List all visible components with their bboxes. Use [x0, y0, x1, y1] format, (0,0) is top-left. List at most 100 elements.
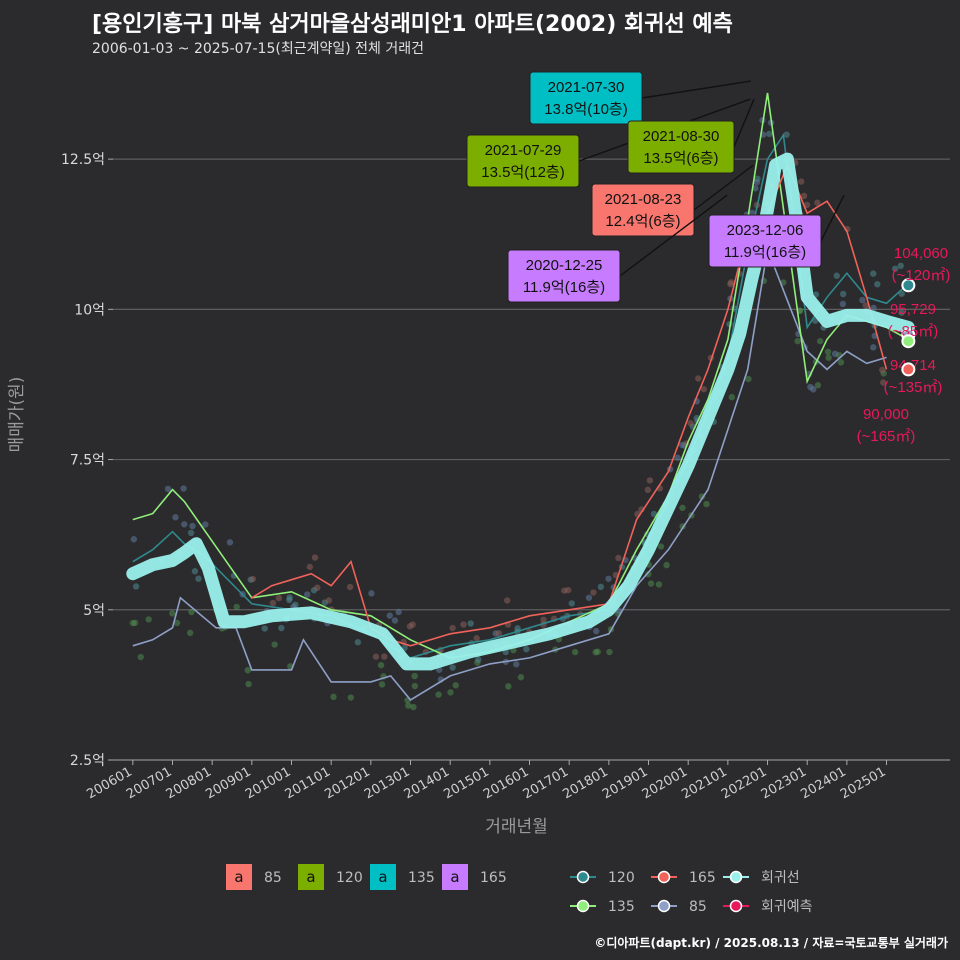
transaction-point [831, 350, 839, 358]
legend-point-key [657, 870, 671, 884]
transaction-point [859, 296, 866, 304]
legend-label-85: 85 [264, 870, 282, 886]
transaction-point [646, 477, 654, 484]
transaction-point [814, 382, 822, 389]
transaction-point [195, 575, 202, 582]
transaction-point [132, 583, 140, 590]
callout-leader [693, 164, 754, 211]
transaction-point [674, 454, 681, 461]
transaction-point [585, 594, 593, 601]
forecast-area: (~85㎡) [888, 323, 938, 340]
transaction-point [898, 290, 905, 297]
callout-box [591, 183, 695, 237]
transaction-point [513, 661, 520, 668]
transaction-point [368, 590, 375, 597]
chart-title: [용인기흥구] 마북 삼거마을삼성래미안1 아파트(2002) 회귀선 예측 [92, 12, 733, 37]
transaction-point [503, 597, 511, 604]
legend-point-key [576, 899, 590, 913]
transaction-point [590, 589, 597, 596]
transaction-point [449, 624, 456, 632]
callout-box [507, 249, 621, 303]
transaction-point [870, 304, 877, 312]
series-line-85 [132, 246, 887, 701]
transaction-point [130, 536, 138, 543]
transaction-point [372, 653, 380, 660]
transaction-point [467, 620, 474, 627]
transaction-point [655, 581, 663, 588]
transaction-point [449, 664, 456, 671]
callout-annotations: 2021-07-30 13.8억(10층) 2021-07-29 13.5억(12층)… [466, 71, 845, 303]
callout-date: 2021-07-30 [548, 79, 625, 96]
transaction-point [391, 617, 399, 624]
forecast-point [901, 334, 916, 349]
transaction-point [797, 178, 805, 185]
transaction-point [233, 603, 240, 611]
transaction-point [568, 600, 575, 607]
transaction-point [657, 543, 665, 550]
transaction-point [663, 561, 670, 569]
legend-glyph: a [234, 868, 243, 886]
forecast-point [901, 278, 916, 293]
transaction-point [897, 262, 904, 270]
legend-glyph: a [378, 868, 387, 886]
callout-leader [820, 194, 845, 242]
transaction-point [245, 680, 252, 688]
transaction-point [173, 619, 181, 627]
y-tick-label: 7.5억 [70, 453, 105, 469]
transaction-point [800, 192, 808, 200]
legend-glyph: a [306, 868, 315, 886]
transaction-point [269, 599, 277, 607]
transaction-point [202, 521, 209, 528]
y-tick-label: 12.5억 [61, 152, 105, 168]
callout-box [627, 120, 735, 174]
legend-label-120: 120 [336, 870, 363, 886]
callout-leader [619, 194, 728, 277]
callout-price: 13.5억(6층) [643, 150, 718, 167]
transaction-point [561, 587, 568, 594]
transaction-point [753, 179, 761, 186]
transaction-point [824, 348, 832, 356]
transaction-point [870, 270, 877, 277]
legend-swatch-120 [298, 864, 324, 890]
transaction-point [475, 656, 482, 663]
transaction-point [452, 682, 459, 689]
legend-line-label: 85 [689, 899, 707, 915]
transaction-point [700, 385, 708, 393]
transaction-point [354, 639, 362, 646]
legend-glyph: a [450, 868, 459, 886]
transaction-point [615, 554, 622, 562]
transaction-point [803, 201, 811, 209]
transaction-point [164, 485, 172, 493]
transaction-point [794, 337, 801, 345]
transaction-point [346, 583, 354, 591]
forecast-price: 90,000 [863, 406, 909, 423]
callout-date: 2021-08-23 [605, 191, 682, 208]
transaction-point [325, 597, 333, 604]
transaction-point [833, 272, 840, 279]
forecast-labels: 104,060(~120㎡)95,729(~85㎡)94,714(~135㎡)9… [857, 245, 951, 445]
transaction-point [395, 608, 402, 616]
transaction-point [275, 594, 283, 602]
transaction-point [766, 130, 773, 138]
x-axis-title: 거래년월 [485, 817, 548, 837]
legend-swatch-85 [226, 864, 252, 890]
transaction-point [169, 610, 176, 617]
callout-price: 11.9억(16층) [523, 279, 605, 296]
transaction-point [540, 616, 547, 624]
transaction-point [523, 646, 530, 653]
callout-price: 13.8억(10층) [544, 101, 627, 118]
callout-leader [733, 98, 755, 148]
legend-line-label: 회귀예측 [761, 899, 813, 915]
transaction-point [698, 493, 706, 500]
transaction-point [278, 624, 285, 632]
transaction-point [286, 596, 293, 604]
transaction-point [505, 683, 512, 690]
transaction-point [378, 681, 386, 688]
transaction-point [137, 653, 144, 661]
transaction-point [410, 703, 417, 711]
transaction-point [862, 302, 869, 309]
transaction-point [645, 571, 652, 578]
callout-date: 2021-07-29 [485, 142, 562, 159]
forecast-price: 104,060 [894, 245, 948, 262]
source-credit: ©디아파트(dapt.kr) / 2025.08.13 / 자료=국토교통부 실… [594, 936, 948, 950]
